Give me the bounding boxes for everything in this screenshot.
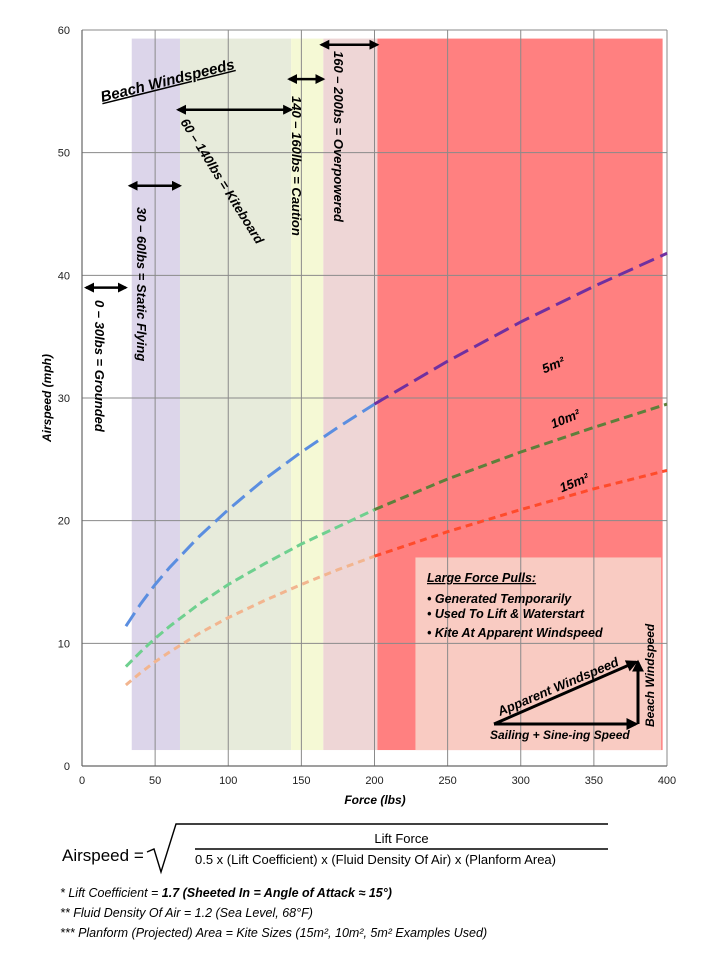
infobox-title: Large Force Pulls: <box>427 571 536 585</box>
formula-denominator: 0.5 x (Lift Coefficient) x (Fluid Densit… <box>195 852 556 867</box>
y-tick-label: 0 <box>64 761 70 773</box>
infobox-bullet: • Used To Lift & Waterstart <box>427 607 585 621</box>
beach-windspeed-label: Beach Windspeed <box>643 623 657 727</box>
info-box <box>415 557 662 751</box>
zone-label: 140 – 160lbs = Caution <box>289 96 304 236</box>
series-line-high <box>374 468 668 558</box>
x-tick-label: 50 <box>149 775 161 787</box>
y-tick-label: 30 <box>58 393 70 405</box>
zone-band <box>179 38 292 751</box>
y-tick-label: 20 <box>58 516 70 528</box>
series-line-high <box>373 402 668 511</box>
formula-lhs: Airspeed = <box>62 846 144 865</box>
zone-label: 30 – 60lbs = Static Flying <box>134 207 149 361</box>
x-tick-label: 150 <box>292 775 310 787</box>
y-tick-label: 60 <box>58 25 70 37</box>
y-tick-label: 50 <box>58 148 70 160</box>
series-line-low <box>124 508 376 668</box>
note-fluid-density: ** Fluid Density Of Air = 1.2 (Sea Level… <box>60 906 313 920</box>
x-tick-label: 300 <box>512 775 530 787</box>
x-tick-label: 100 <box>219 775 237 787</box>
tick-labels: 0 50 100 150 200 250 300 350 400 0 10 20 30 40 50 60 <box>58 25 676 787</box>
apparent-windspeed-arrow <box>493 660 639 726</box>
x-tick-label: 0 <box>79 775 85 787</box>
infobox-bullet: • Generated Temporarily <box>427 592 572 606</box>
note-lift-coefficient: * Lift Coefficient = 1.7 (Sheeted In = A… <box>60 886 392 900</box>
x-tick-label: 400 <box>658 775 676 787</box>
zone-label: 160 – 200bs = Overpowered <box>331 51 346 223</box>
y-tick-label: 40 <box>58 270 70 282</box>
zone-label: 0 – 30lbs = Grounded <box>92 300 107 433</box>
zone-band <box>291 38 324 751</box>
gridlines <box>81 29 668 767</box>
note-planform-area: *** Planform (Projected) Area = Kite Siz… <box>60 926 488 940</box>
formula-numerator: Lift Force <box>374 831 429 846</box>
series-line-low <box>124 402 376 628</box>
series-line-high <box>373 251 668 406</box>
x-tick-label: 250 <box>438 775 456 787</box>
x-axis-title: Force (lbs) <box>344 793 405 807</box>
y-axis-title: Airspeed (mph) <box>40 354 54 443</box>
sailing-speed-label: Sailing + Sine-ing Speed <box>490 728 630 742</box>
note-lift-prefix: * Lift Coefficient = <box>60 886 162 900</box>
info-box-background <box>415 557 662 751</box>
zone-band <box>131 38 180 751</box>
x-tick-label: 200 <box>365 775 383 787</box>
formula-sqrt-sign <box>146 823 608 875</box>
series-line-low <box>124 554 376 687</box>
infobox-bullet: • Kite At Apparent Windspeed <box>427 626 603 640</box>
x-tick-label: 350 <box>585 775 603 787</box>
y-tick-label: 10 <box>58 638 70 650</box>
zone-band <box>323 38 378 751</box>
note-lift-value: 1.7 (Sheeted In = Angle of Attack ≈ 15°) <box>161 886 392 900</box>
